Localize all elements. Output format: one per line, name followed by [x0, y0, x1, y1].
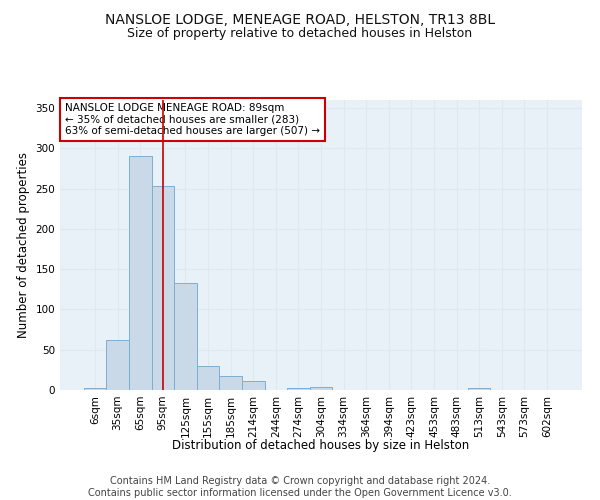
Bar	[310, 387, 332, 390]
Text: NANSLOE LODGE, MENEAGE ROAD, HELSTON, TR13 8BL: NANSLOE LODGE, MENEAGE ROAD, HELSTON, TR…	[105, 12, 495, 26]
Bar	[106, 340, 129, 390]
Bar	[152, 186, 174, 390]
Y-axis label: Number of detached properties: Number of detached properties	[17, 152, 30, 338]
Bar	[468, 388, 490, 390]
Text: NANSLOE LODGE MENEAGE ROAD: 89sqm
← 35% of detached houses are smaller (283)
63%: NANSLOE LODGE MENEAGE ROAD: 89sqm ← 35% …	[65, 103, 320, 136]
Text: Distribution of detached houses by size in Helston: Distribution of detached houses by size …	[172, 440, 470, 452]
Bar	[197, 366, 220, 390]
Bar	[220, 376, 242, 390]
Text: Size of property relative to detached houses in Helston: Size of property relative to detached ho…	[127, 28, 473, 40]
Bar	[174, 283, 197, 390]
Text: Contains HM Land Registry data © Crown copyright and database right 2024.
Contai: Contains HM Land Registry data © Crown c…	[88, 476, 512, 498]
Bar	[84, 388, 106, 390]
Bar	[242, 381, 265, 390]
Bar	[129, 156, 152, 390]
Bar	[287, 388, 310, 390]
